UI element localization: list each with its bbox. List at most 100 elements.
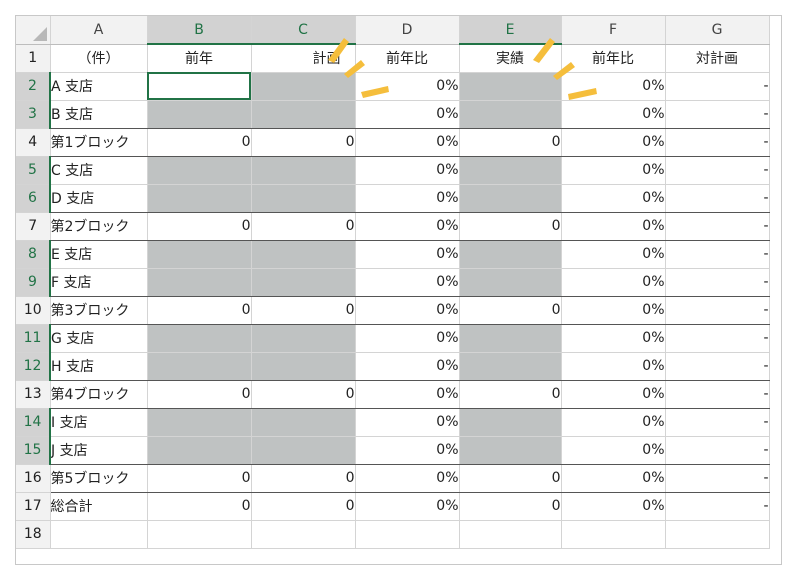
cell-b2[interactable] bbox=[147, 72, 252, 101]
cell-d6[interactable]: 0% bbox=[355, 184, 460, 213]
cell-a7[interactable]: 第2ブロック bbox=[50, 212, 148, 241]
row-header[interactable]: 15 bbox=[16, 436, 51, 465]
cell-a17[interactable]: 総合計 bbox=[50, 492, 148, 521]
cell-a15[interactable]: J 支店 bbox=[50, 436, 148, 465]
cell-c3[interactable] bbox=[251, 100, 356, 129]
cell-a6[interactable]: D 支店 bbox=[50, 184, 148, 213]
row-header[interactable]: 17 bbox=[16, 492, 51, 521]
cell-b10[interactable]: 0 bbox=[147, 296, 252, 325]
cell-d7[interactable]: 0% bbox=[355, 212, 460, 241]
cell-c14[interactable] bbox=[251, 408, 356, 437]
cell-e2[interactable] bbox=[459, 72, 562, 101]
cell-g13[interactable]: - bbox=[665, 380, 770, 409]
cell-e5[interactable] bbox=[459, 156, 562, 185]
select-all-button[interactable] bbox=[16, 16, 51, 45]
cell-b9[interactable] bbox=[147, 268, 252, 297]
cell-g2[interactable]: - bbox=[665, 72, 770, 101]
cell-d14[interactable]: 0% bbox=[355, 408, 460, 437]
cell-c5[interactable] bbox=[251, 156, 356, 185]
cell-c16[interactable]: 0 bbox=[251, 464, 356, 493]
cell-g6[interactable]: - bbox=[665, 184, 770, 213]
cell-a4[interactable]: 第1ブロック bbox=[50, 128, 148, 157]
cell-e1[interactable]: 実績 bbox=[459, 44, 562, 73]
cell-g4[interactable]: - bbox=[665, 128, 770, 157]
cell-e9[interactable] bbox=[459, 268, 562, 297]
cell-e14[interactable] bbox=[459, 408, 562, 437]
row-header[interactable]: 13 bbox=[16, 380, 51, 409]
cell-d13[interactable]: 0% bbox=[355, 380, 460, 409]
row-header[interactable]: 8 bbox=[16, 240, 51, 269]
cell-c6[interactable] bbox=[251, 184, 356, 213]
row-header[interactable]: 14 bbox=[16, 408, 51, 437]
cell-g9[interactable]: - bbox=[665, 268, 770, 297]
cell-g16[interactable]: - bbox=[665, 464, 770, 493]
row-header[interactable]: 9 bbox=[16, 268, 51, 297]
cell-e6[interactable] bbox=[459, 184, 562, 213]
cell-f11[interactable]: 0% bbox=[561, 324, 666, 353]
row-header[interactable]: 5 bbox=[16, 156, 51, 185]
cell-d18[interactable] bbox=[355, 520, 460, 549]
cell-d10[interactable]: 0% bbox=[355, 296, 460, 325]
cell-f5[interactable]: 0% bbox=[561, 156, 666, 185]
column-header-b[interactable]: B bbox=[147, 16, 252, 45]
cell-a10[interactable]: 第3ブロック bbox=[50, 296, 148, 325]
row-header[interactable]: 16 bbox=[16, 464, 51, 493]
cell-d12[interactable]: 0% bbox=[355, 352, 460, 381]
cell-d3[interactable]: 0% bbox=[355, 100, 460, 129]
cell-g8[interactable]: - bbox=[665, 240, 770, 269]
cell-c12[interactable] bbox=[251, 352, 356, 381]
row-header[interactable]: 11 bbox=[16, 324, 51, 353]
row-header[interactable]: 12 bbox=[16, 352, 51, 381]
cell-f18[interactable] bbox=[561, 520, 666, 549]
cell-e13[interactable]: 0 bbox=[459, 380, 562, 409]
cell-e12[interactable] bbox=[459, 352, 562, 381]
column-header-a[interactable]: A bbox=[50, 16, 148, 45]
cell-c4[interactable]: 0 bbox=[251, 128, 356, 157]
cell-c10[interactable]: 0 bbox=[251, 296, 356, 325]
cell-d17[interactable]: 0% bbox=[355, 492, 460, 521]
row-header[interactable]: 7 bbox=[16, 212, 51, 241]
cell-g15[interactable]: - bbox=[665, 436, 770, 465]
cell-b15[interactable] bbox=[147, 436, 252, 465]
cell-a2[interactable]: A 支店 bbox=[50, 72, 148, 101]
cell-a16[interactable]: 第5ブロック bbox=[50, 464, 148, 493]
cell-d16[interactable]: 0% bbox=[355, 464, 460, 493]
cell-d4[interactable]: 0% bbox=[355, 128, 460, 157]
row-header[interactable]: 4 bbox=[16, 128, 51, 157]
cell-c7[interactable]: 0 bbox=[251, 212, 356, 241]
cell-c13[interactable]: 0 bbox=[251, 380, 356, 409]
cell-b12[interactable] bbox=[147, 352, 252, 381]
cell-f17[interactable]: 0% bbox=[561, 492, 666, 521]
cell-d5[interactable]: 0% bbox=[355, 156, 460, 185]
cell-a3[interactable]: B 支店 bbox=[50, 100, 148, 129]
cell-e17[interactable]: 0 bbox=[459, 492, 562, 521]
cell-g11[interactable]: - bbox=[665, 324, 770, 353]
cell-b13[interactable]: 0 bbox=[147, 380, 252, 409]
cell-f4[interactable]: 0% bbox=[561, 128, 666, 157]
cell-f15[interactable]: 0% bbox=[561, 436, 666, 465]
cell-a13[interactable]: 第4ブロック bbox=[50, 380, 148, 409]
cell-c9[interactable] bbox=[251, 268, 356, 297]
cell-b17[interactable]: 0 bbox=[147, 492, 252, 521]
cell-e10[interactable]: 0 bbox=[459, 296, 562, 325]
cell-g3[interactable]: - bbox=[665, 100, 770, 129]
cell-a5[interactable]: C 支店 bbox=[50, 156, 148, 185]
cell-a18[interactable] bbox=[50, 520, 148, 549]
row-header[interactable]: 18 bbox=[16, 520, 51, 549]
cell-a11[interactable]: G 支店 bbox=[50, 324, 148, 353]
cell-b3[interactable] bbox=[147, 100, 252, 129]
cell-e11[interactable] bbox=[459, 324, 562, 353]
column-header-d[interactable]: D bbox=[355, 16, 460, 45]
cell-d9[interactable]: 0% bbox=[355, 268, 460, 297]
cell-d1[interactable]: 前年比 bbox=[355, 44, 460, 73]
cell-e8[interactable] bbox=[459, 240, 562, 269]
column-header-e[interactable]: E bbox=[459, 16, 562, 45]
cell-f9[interactable]: 0% bbox=[561, 268, 666, 297]
cell-b5[interactable] bbox=[147, 156, 252, 185]
cell-b18[interactable] bbox=[147, 520, 252, 549]
cell-e15[interactable] bbox=[459, 436, 562, 465]
cell-b14[interactable] bbox=[147, 408, 252, 437]
cell-d2[interactable]: 0% bbox=[355, 72, 460, 101]
cell-g12[interactable]: - bbox=[665, 352, 770, 381]
cell-f6[interactable]: 0% bbox=[561, 184, 666, 213]
